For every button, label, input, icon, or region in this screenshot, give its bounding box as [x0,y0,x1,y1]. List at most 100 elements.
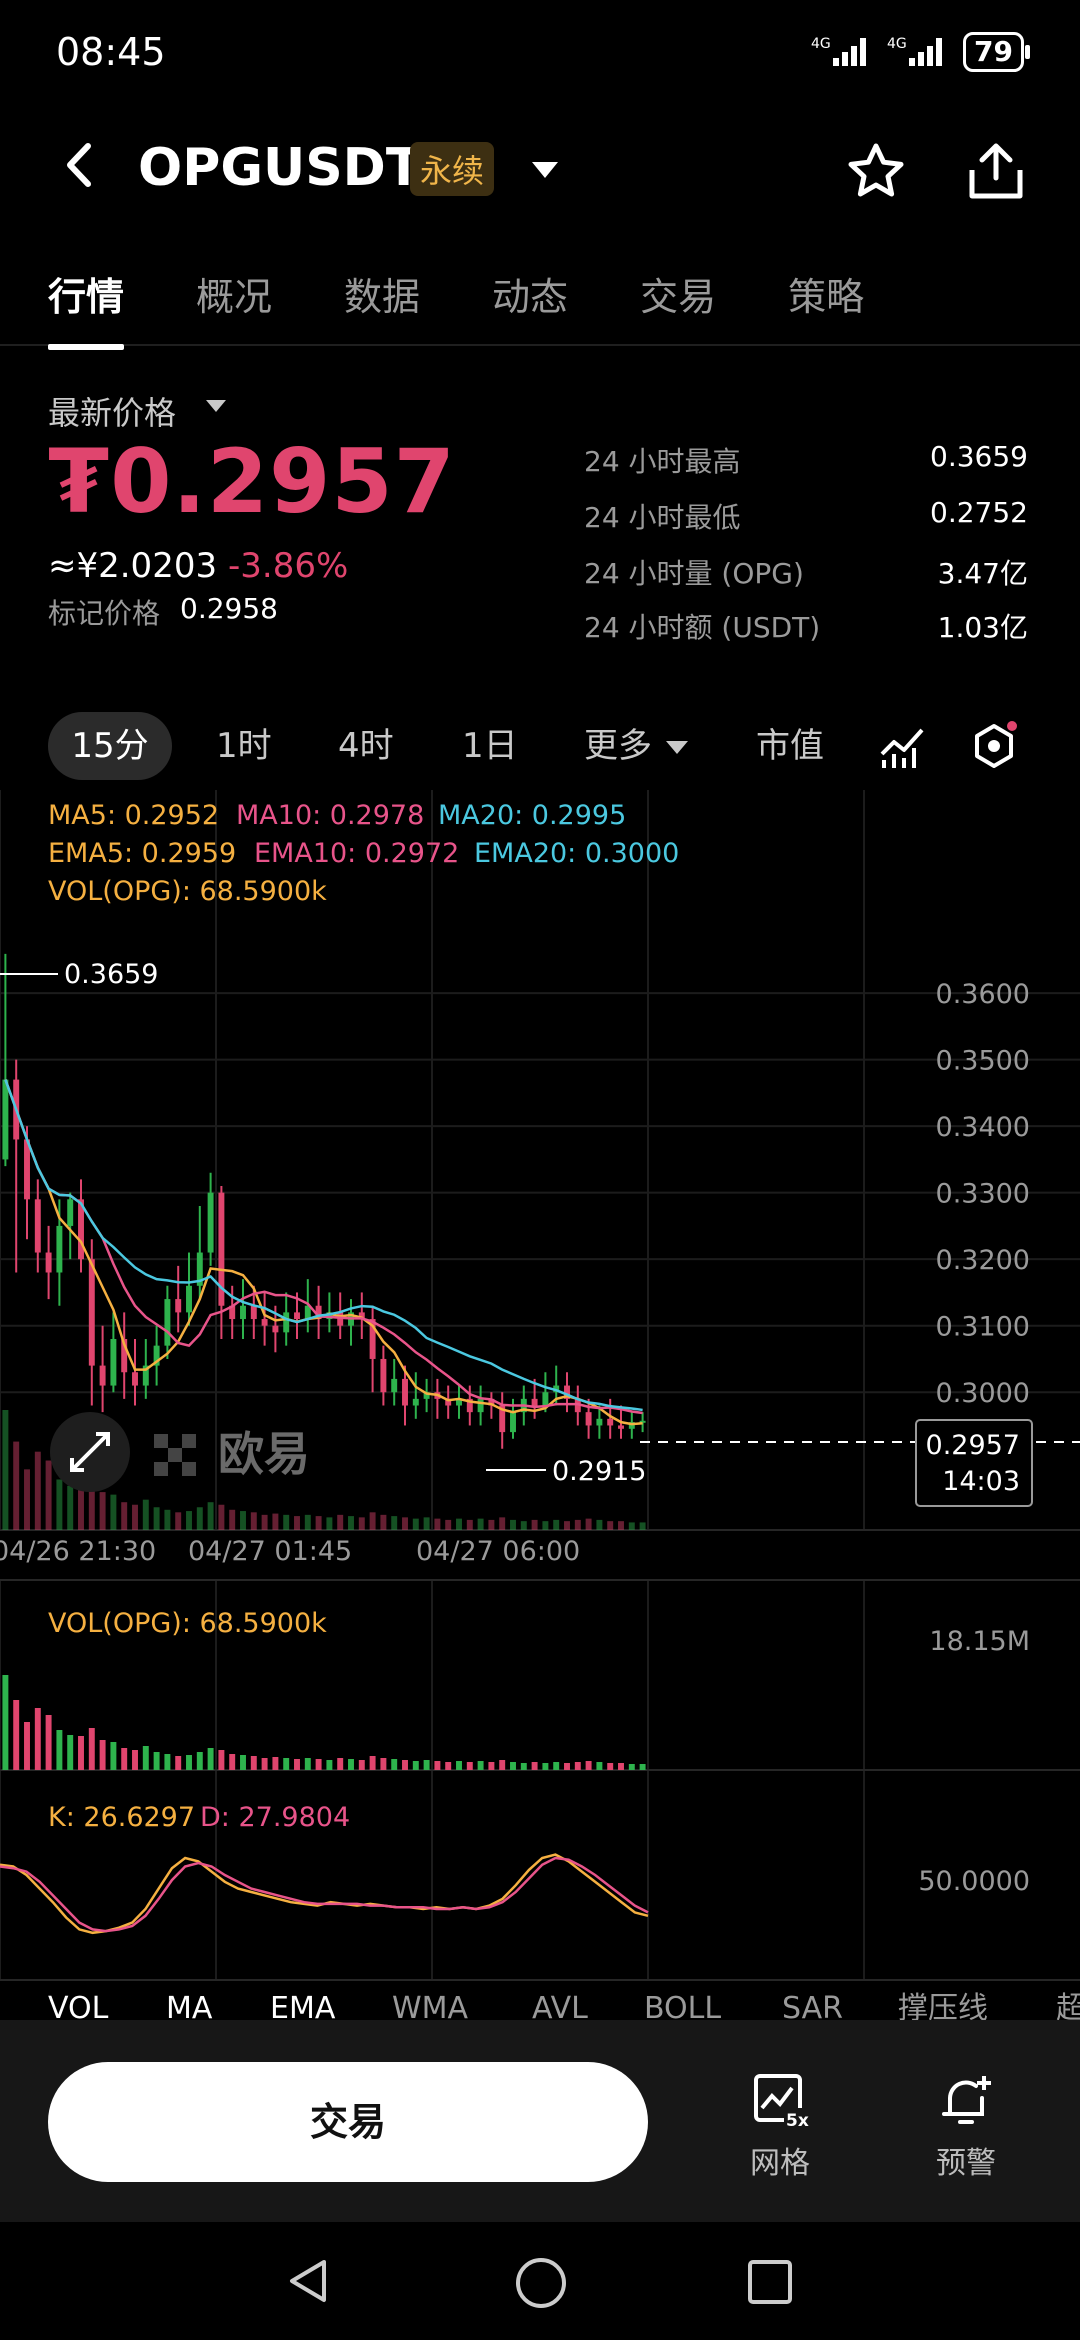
x-label-0: 04/26 21:30 [0,1536,156,1567]
indicator-tabs: VOL MA EMA WMA AVL BOLL SAR 撑压线 超 [48,1991,1080,2020]
candle-body [380,1358,387,1393]
volume-bar [520,1521,527,1530]
volume-bar [639,1522,646,1530]
volume-bar [2,1410,9,1530]
candle-body [164,1299,171,1346]
candle-body [78,1199,84,1260]
volume-panel-bar [337,1758,344,1770]
volume-bar [402,1517,408,1530]
candle-body [240,1305,246,1320]
volume-panel-bar [553,1762,560,1770]
timeframe-1d[interactable]: 1日 [462,726,518,766]
current-price-box [915,1419,1033,1507]
candle-body [142,1365,149,1386]
nav-back-icon[interactable] [284,2256,334,2306]
kd-d-line [0,1856,649,1933]
indicator-tab-boll[interactable]: BOLL [644,1991,721,2020]
price-alert-button[interactable]: 预警 [926,2072,1006,2182]
signal-icon: 4G [887,36,943,66]
tab-strategy[interactable]: 策略 [788,275,865,319]
indicator-chart-icon[interactable] [878,724,926,770]
trade-button[interactable]: 交易 [48,2062,648,2182]
volume-bar [34,1451,41,1530]
volume-bar [326,1517,333,1530]
ema10-value: EMA10: 0.2972 [254,838,459,869]
volume-panel-bar [261,1758,268,1770]
svg-text:4G: 4G [811,36,831,52]
volume-panel-bar [402,1760,408,1770]
tab-trade[interactable]: 交易 [640,275,717,319]
volume-bar [423,1517,430,1530]
candle-body [186,1285,192,1313]
volume-panel-bar [445,1762,452,1770]
volume-bar [272,1513,279,1530]
volume-bar [142,1499,149,1530]
nav-home-icon[interactable] [514,2256,568,2310]
tab-market[interactable]: 行情 [48,262,125,350]
indicator-tab-ma[interactable]: MA [166,1991,213,2020]
candle-body [477,1398,484,1413]
symbol-dropdown-icon[interactable] [532,162,558,178]
candle-body [574,1398,581,1413]
volume-panel-bar [78,1736,84,1770]
y-tick-label: 0.3000 [936,1378,1030,1409]
symbol-title[interactable]: OPGUSDT [138,138,422,198]
grid-trading-button[interactable]: 5x 网格 [740,2072,820,2182]
indicator-tab-vol[interactable]: VOL [48,1991,109,2020]
tab-overview[interactable]: 概况 [196,275,273,319]
indicator-tab-wma[interactable]: WMA [392,1991,469,2020]
candle-body [337,1312,344,1326]
volume-panel-bar [250,1756,257,1770]
candle-body [56,1225,63,1273]
status-icons: 4G 4G 79 [811,32,1030,72]
tab-news[interactable]: 动态 [492,275,569,319]
volume-panel-bar [13,1700,20,1770]
current-price-label: 0.2957 [926,1430,1020,1461]
volume-bar [229,1509,236,1530]
nav-recents-icon[interactable] [746,2258,794,2306]
indicator-tab-support[interactable]: 撑压线 [898,1991,988,2020]
candle-body [596,1418,603,1426]
y-tick-label: 0.3100 [936,1312,1030,1343]
indicator-tab-sar[interactable]: SAR [782,1991,843,2020]
fullscreen-button[interactable] [50,1412,130,1492]
timeframe-4h[interactable]: 4时 [338,726,394,766]
volume-panel-bar [510,1762,516,1770]
indicator-tab-ema[interactable]: EMA [270,1991,336,2020]
indicator-tab-more[interactable]: 超 [1056,1991,1080,2020]
y-tick-label: 0.3300 [936,1179,1030,1210]
share-icon[interactable] [966,140,1026,202]
candle-body [618,1425,624,1429]
price-chart[interactable]: 0.3600 0.3500 0.3400 0.3300 0.3200 0.3100 0.30… [0,790,1080,2020]
volume-panel-bar [477,1761,484,1770]
latest-price-label[interactable]: 最新价格 [48,394,177,432]
volume-panel-bar [45,1715,52,1770]
timeframe-more[interactable]: 更多 [584,712,688,780]
timeframe-1h[interactable]: 1时 [216,726,272,766]
volume-bar [477,1518,484,1530]
volume-bar [510,1519,516,1530]
volume-bars-overlay [2,1410,646,1530]
candle-body [261,1319,268,1326]
star-icon[interactable] [846,142,906,202]
volume-panel-bar [294,1759,300,1770]
stat-low-label: 24 小时最低 [584,501,741,534]
volume-panel-bar [542,1763,549,1770]
ma10-line [4,1079,643,1415]
timeframe-15m[interactable]: 15分 [48,712,172,780]
settings-hexagon-icon[interactable] [968,720,1020,772]
chevron-down-icon[interactable] [206,400,226,412]
back-arrow-icon[interactable] [60,140,100,190]
volume-bar [261,1514,268,1530]
volume-panel-bar [218,1750,225,1770]
stat-low-value: 0.2752 [930,496,1028,529]
kd-k-line [0,1853,649,1935]
market-cap-tab[interactable]: 市值 [756,726,824,766]
volume-panel-bar [499,1760,506,1770]
candle-body [531,1398,538,1406]
tab-data[interactable]: 数据 [344,275,421,319]
volume-panel-bar [607,1763,614,1770]
indicator-tab-avl[interactable]: AVL [532,1991,588,2020]
candle-body [207,1192,214,1253]
